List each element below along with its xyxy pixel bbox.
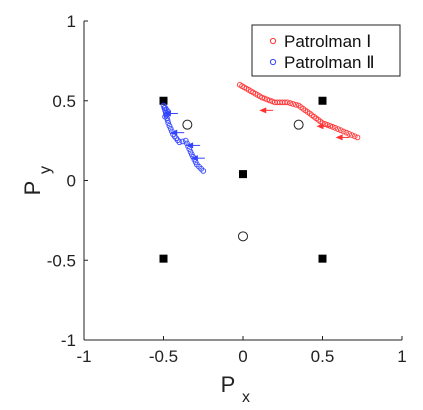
trajectory-point bbox=[179, 138, 186, 145]
trajectory-point bbox=[164, 117, 171, 124]
black-square-marker bbox=[318, 96, 327, 105]
trajectory-point bbox=[329, 124, 336, 130]
direction-arrow bbox=[335, 134, 343, 141]
black-square-marker bbox=[239, 170, 247, 179]
direction-arrow bbox=[316, 123, 324, 130]
x-axis-label-subscript: x bbox=[242, 389, 250, 406]
trajectory-point bbox=[162, 113, 168, 120]
black-square-marker bbox=[159, 254, 168, 263]
trajectory-point bbox=[287, 100, 294, 106]
x-tick-label: -0.5 bbox=[149, 347, 178, 366]
trajectory-point bbox=[343, 129, 350, 136]
open-circle-marker bbox=[182, 119, 193, 130]
legend-box bbox=[251, 24, 401, 77]
plot-area bbox=[159, 81, 361, 263]
trajectory-point bbox=[351, 133, 358, 140]
y-tick-label: -0.5 bbox=[47, 251, 76, 270]
trajectory-point bbox=[182, 137, 189, 144]
black-square-marker bbox=[318, 254, 327, 263]
direction-arrow bbox=[186, 142, 194, 149]
trajectory-point bbox=[349, 132, 355, 138]
trajectory-point bbox=[293, 101, 299, 108]
y-tick-label: 0 bbox=[67, 172, 76, 191]
trajectory-point bbox=[264, 96, 271, 103]
trajectory-point bbox=[259, 94, 265, 101]
open-circle-marker bbox=[293, 119, 304, 130]
x-tick-label: -1 bbox=[76, 347, 91, 366]
trajectory-point bbox=[282, 99, 288, 106]
trajectory-point bbox=[266, 97, 273, 104]
legend: Patrolman Ⅰ Patrolman Ⅱ bbox=[251, 24, 401, 77]
x-tick-label: 0 bbox=[238, 347, 247, 366]
legend-label-patrolman-1: Patrolman Ⅰ bbox=[284, 32, 371, 51]
trajectory-point bbox=[354, 134, 361, 141]
x-axis-label: P bbox=[221, 372, 236, 397]
trajectory-point bbox=[290, 101, 296, 107]
x-tick-label: 0.5 bbox=[311, 347, 335, 366]
trajectory-point bbox=[340, 128, 347, 135]
y-axis-label-subscript: y bbox=[37, 166, 54, 174]
trajectory-point bbox=[332, 125, 339, 131]
series-1 bbox=[236, 81, 361, 141]
direction-arrow bbox=[190, 155, 198, 162]
trajectory-point bbox=[167, 125, 174, 132]
trajectory-point bbox=[269, 98, 276, 105]
x-tick-label: 1 bbox=[397, 347, 406, 366]
y-axis-label: P bbox=[20, 181, 45, 196]
trajectory-point bbox=[165, 120, 172, 126]
trajectory-point bbox=[284, 99, 291, 106]
trajectory-point bbox=[337, 127, 344, 134]
black-square-marker bbox=[159, 96, 168, 105]
axes: -1 -0.5 0 0.5 1 -1 -0.5 0 0.5 1 bbox=[47, 12, 407, 366]
y-tick-label: -1 bbox=[61, 331, 76, 350]
legend-marker-patrolman-2 bbox=[269, 58, 277, 66]
legend-marker-patrolman-1 bbox=[269, 37, 277, 45]
trajectory-point bbox=[346, 130, 352, 137]
direction-arrow bbox=[259, 107, 267, 114]
legend-label-patrolman-2: Patrolman Ⅱ bbox=[284, 53, 375, 72]
series-2 bbox=[160, 102, 207, 174]
open-circle-marker bbox=[238, 231, 248, 242]
y-tick-label: 1 bbox=[67, 12, 76, 31]
trajectory-point bbox=[261, 95, 268, 102]
direction-arrow bbox=[170, 129, 178, 136]
trajectory-point bbox=[166, 123, 173, 129]
trajectory-point bbox=[324, 122, 331, 128]
trajectory-point bbox=[335, 126, 341, 132]
direction-arrow bbox=[163, 110, 171, 117]
trajectory-point bbox=[187, 148, 194, 155]
y-tick-label: 0.5 bbox=[52, 92, 76, 111]
